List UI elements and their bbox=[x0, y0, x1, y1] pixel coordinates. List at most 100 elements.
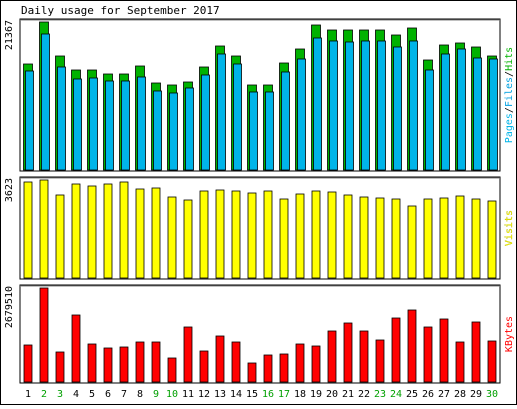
x-tick-day-25: 25 bbox=[406, 389, 418, 400]
x-tick-day-20: 20 bbox=[326, 389, 338, 400]
bar-files-day-26 bbox=[425, 69, 434, 171]
x-tick-day-21: 21 bbox=[342, 389, 354, 400]
bar-files-day-29 bbox=[473, 57, 482, 171]
bar-visits-day-14 bbox=[231, 190, 241, 279]
x-tick-day-12: 12 bbox=[198, 389, 210, 400]
x-tick-day-24: 24 bbox=[390, 389, 402, 400]
x-tick-day-1: 1 bbox=[25, 389, 31, 400]
bar-visits-day-21 bbox=[343, 194, 353, 279]
legend-hits: Hits bbox=[504, 47, 515, 71]
bar-kbytes-day-13 bbox=[215, 335, 225, 383]
bar-kbytes-day-25 bbox=[407, 309, 417, 383]
bar-kbytes-day-29 bbox=[471, 321, 481, 383]
panels: 21367Pages/Files/Hits3623Visits2679510KB… bbox=[4, 18, 515, 384]
bar-files-day-30 bbox=[489, 58, 498, 171]
bar-files-day-3 bbox=[57, 66, 66, 171]
bar-visits-day-16 bbox=[263, 190, 273, 279]
bar-kbytes-day-11 bbox=[183, 326, 193, 383]
bar-visits-day-12 bbox=[199, 190, 209, 279]
bar-visits-day-18 bbox=[295, 193, 305, 279]
bar-kbytes-day-27 bbox=[439, 318, 449, 383]
bar-kbytes-day-28 bbox=[455, 341, 465, 383]
bar-kbytes-day-21 bbox=[343, 322, 353, 383]
bar-files-day-19 bbox=[313, 37, 322, 171]
bar-kbytes-day-9 bbox=[151, 341, 161, 383]
x-tick-day-7: 7 bbox=[121, 389, 127, 400]
x-tick-day-17: 17 bbox=[278, 389, 290, 400]
bar-visits-day-22 bbox=[359, 196, 369, 279]
bar-kbytes-day-24 bbox=[391, 317, 401, 383]
bar-kbytes-day-19 bbox=[311, 345, 321, 383]
panel-2: 3623 Visits bbox=[4, 176, 515, 280]
x-tick-day-2: 2 bbox=[41, 389, 47, 400]
bar-kbytes-day-18 bbox=[295, 343, 305, 383]
bar-files-day-20 bbox=[329, 40, 338, 171]
bar-visits-day-10 bbox=[167, 196, 177, 279]
x-tick-day-9: 9 bbox=[153, 389, 159, 400]
x-tick-day-6: 6 bbox=[105, 389, 111, 400]
panel-3: 2679510 KBytes bbox=[4, 284, 515, 384]
bar-files-day-13 bbox=[217, 53, 226, 171]
bar-kbytes-day-2 bbox=[39, 287, 49, 383]
bar-files-day-5 bbox=[89, 77, 98, 171]
bars bbox=[23, 179, 497, 279]
bar-kbytes-day-6 bbox=[103, 347, 113, 383]
bar-files-day-10 bbox=[169, 92, 178, 171]
bar-files-day-9 bbox=[153, 90, 162, 171]
bar-files-day-16 bbox=[265, 91, 274, 171]
bar-files-day-4 bbox=[73, 78, 82, 171]
bar-files-day-21 bbox=[345, 41, 354, 171]
bar-kbytes-day-15 bbox=[247, 362, 257, 383]
x-tick-day-13: 13 bbox=[214, 389, 226, 400]
bar-files-day-27 bbox=[441, 53, 450, 171]
x-tick-day-29: 29 bbox=[470, 389, 482, 400]
x-tick-day-30: 30 bbox=[486, 389, 498, 400]
bar-files-day-22 bbox=[361, 40, 370, 171]
x-tick-day-28: 28 bbox=[454, 389, 466, 400]
bar-kbytes-day-12 bbox=[199, 350, 209, 383]
x-tick-day-18: 18 bbox=[294, 389, 306, 400]
bar-visits-day-7 bbox=[119, 181, 129, 279]
bar-kbytes-day-26 bbox=[423, 326, 433, 383]
bar-files-day-11 bbox=[185, 87, 194, 171]
bar-visits-day-1 bbox=[23, 181, 33, 279]
x-tick-day-23: 23 bbox=[374, 389, 386, 400]
y-max-label: 3623 bbox=[4, 178, 15, 202]
x-tick-day-8: 8 bbox=[137, 389, 143, 400]
bar-visits-day-6 bbox=[103, 183, 113, 279]
bar-visits-day-3 bbox=[55, 194, 65, 279]
x-tick-day-22: 22 bbox=[358, 389, 370, 400]
legend-pages-files-hits: Pages/Files/Hits bbox=[504, 47, 515, 143]
bar-visits-day-28 bbox=[455, 195, 465, 279]
legend-pages: Pages bbox=[504, 113, 515, 143]
bar-files-day-25 bbox=[409, 40, 418, 171]
bar-kbytes-day-20 bbox=[327, 330, 337, 383]
legend-separator: / bbox=[504, 71, 515, 77]
legend-kbytes: KBytes bbox=[504, 316, 515, 352]
bar-kbytes-day-14 bbox=[231, 341, 241, 383]
bar-files-day-24 bbox=[393, 46, 402, 171]
bar-visits-day-30 bbox=[487, 200, 497, 279]
x-tick-day-4: 4 bbox=[73, 389, 79, 400]
bar-visits-day-25 bbox=[407, 205, 417, 279]
bar-visits-day-9 bbox=[151, 187, 161, 279]
x-tick-day-10: 10 bbox=[166, 389, 178, 400]
bar-kbytes-day-10 bbox=[167, 357, 177, 383]
x-tick-day-3: 3 bbox=[57, 389, 63, 400]
bar-files-day-2 bbox=[41, 33, 50, 171]
bar-visits-day-19 bbox=[311, 190, 321, 279]
bar-kbytes-day-8 bbox=[135, 341, 145, 383]
plot-frame bbox=[19, 176, 501, 280]
bar-files-day-23 bbox=[377, 40, 386, 171]
bar-kbytes-day-17 bbox=[279, 353, 289, 383]
bar-kbytes-day-7 bbox=[119, 346, 129, 383]
bar-visits-day-15 bbox=[247, 192, 257, 279]
x-tick-day-11: 11 bbox=[182, 389, 194, 400]
bar-visits-day-4 bbox=[71, 183, 81, 279]
x-tick-day-15: 15 bbox=[246, 389, 258, 400]
plot-frame bbox=[19, 18, 501, 172]
bar-visits-day-2 bbox=[39, 179, 49, 279]
bar-kbytes-day-1 bbox=[23, 344, 33, 383]
x-tick-day-16: 16 bbox=[262, 389, 274, 400]
bar-kbytes-day-22 bbox=[359, 330, 369, 383]
